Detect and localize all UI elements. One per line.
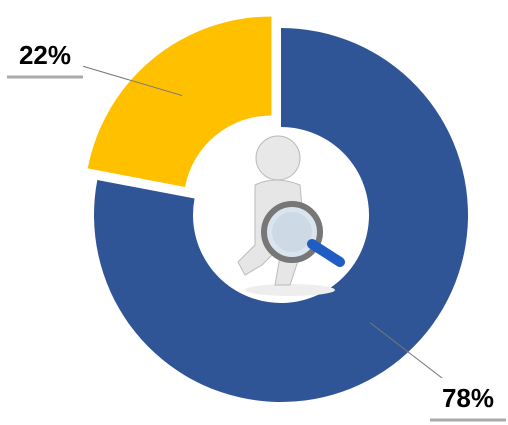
- label-box: [7, 35, 83, 75]
- donut-slice: [87, 16, 272, 187]
- label-box: [430, 378, 506, 418]
- data-label: 22%: [19, 40, 71, 70]
- donut-slice: [93, 28, 468, 403]
- data-label: 78%: [442, 383, 494, 413]
- center-illustration: [237, 135, 345, 296]
